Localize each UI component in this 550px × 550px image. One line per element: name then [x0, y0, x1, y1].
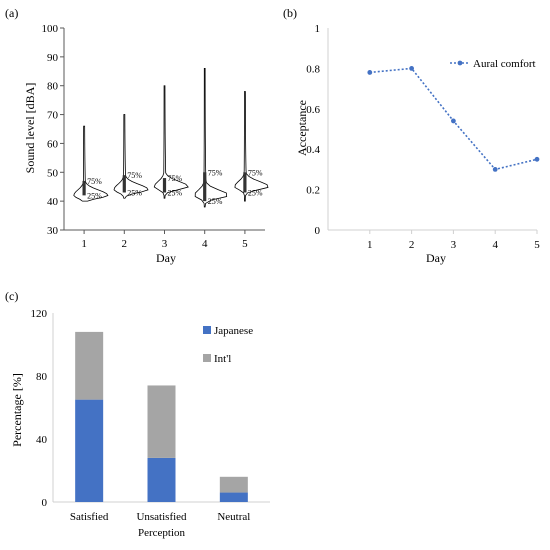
- panel-b-x-tick-label: 1: [367, 239, 373, 251]
- panel-c-x-tick-label: Perception: [138, 527, 186, 539]
- violin-q1-label: 25%: [87, 191, 102, 200]
- panel-b-label: (b): [283, 6, 297, 20]
- panel-b-x-tick-label: 5: [534, 239, 540, 251]
- panel-c-label: (c): [5, 289, 18, 303]
- bar-int-l-neutral: [219, 476, 248, 493]
- panel-b-y-tick-label: 0.4: [306, 144, 320, 156]
- bar-int-l-satisfied: [75, 331, 104, 400]
- bar-japanese-unsatisfied: [147, 457, 176, 502]
- panel-c-x-tick-label: Unsatisfied: [136, 511, 187, 523]
- violin-q3-label: 75%: [208, 168, 223, 177]
- panel-c-y-tick-label: 0: [42, 497, 48, 509]
- panel-b-y-tick-label: 0.6: [306, 104, 320, 116]
- violin-day-3: [153, 85, 189, 199]
- bar-japanese-neutral: [219, 492, 248, 502]
- data-point-aural-comfort: [534, 156, 540, 162]
- legend-label-japanese: Japanese: [214, 325, 253, 337]
- panel-b-xlabel: Day: [426, 251, 446, 265]
- panel-a-ylabel: Sound level [dBA]: [23, 83, 37, 174]
- violin-iqr-box: [122, 175, 126, 193]
- violin-q3-label: 75%: [87, 177, 102, 186]
- legend-swatch-japanese: [203, 326, 211, 334]
- panel-c-ylabel: Percentage [%]: [10, 373, 24, 447]
- panel-b-y-tick-label: 0.8: [306, 63, 320, 75]
- panel-c-x-tick-label: Neutral: [217, 511, 250, 523]
- panel-b-ylabel: Acceptance: [295, 100, 309, 156]
- panel-a-y-tick-label: 60: [47, 138, 59, 150]
- data-point-aural-comfort: [451, 118, 456, 124]
- bar-japanese-satisfied: [75, 399, 104, 502]
- violin-day-2: [113, 114, 149, 199]
- panel-a-y-tick-label: 80: [47, 81, 59, 93]
- violin-iqr-box: [162, 178, 167, 193]
- panel-a-axes: 30 40 50 60 70 80 90 100 1 2 3 4 5: [42, 23, 265, 250]
- panel-a-x-tick-label: 2: [122, 238, 128, 250]
- panel-a-x-tick-label: 5: [242, 238, 248, 250]
- violin-day-5: [234, 91, 269, 202]
- violin-iqr-box: [243, 172, 247, 193]
- panel-b-y-tick-label: 1: [315, 23, 321, 35]
- data-point-aural-comfort: [409, 66, 414, 71]
- panel-c: (c) 0 40 80 120 Satisfied Unsatisfied Percepti…: [5, 289, 270, 539]
- panel-a-x-tick-label: 1: [81, 238, 87, 250]
- panel-b-y-tick-label: 0.2: [306, 185, 320, 197]
- violin-q1-label: 25%: [127, 188, 142, 197]
- panel-a-y-tick-label: 30: [47, 225, 59, 237]
- violin-q3-label: 75%: [248, 168, 263, 177]
- panel-b: (b) 0 0.2 0.4 0.6 0.8 1 1 2 3 4 5 Day Acceptance A…: [283, 6, 540, 265]
- panel-a-label: (a): [5, 6, 18, 20]
- violin-q1-label: 25%: [168, 188, 183, 197]
- violin-q1-label: 25%: [208, 197, 223, 206]
- panel-c-legend: Japanese Int'l: [203, 325, 253, 365]
- panel-a-x-tick-label: 3: [162, 238, 168, 250]
- panel-a-y-tick-label: 40: [47, 196, 59, 208]
- panel-b-x-tick-label: 4: [492, 239, 498, 251]
- violin-iqr-box: [82, 180, 86, 196]
- data-point-aural-comfort: [367, 70, 373, 75]
- violin-q1-label: 25%: [248, 188, 263, 197]
- panel-b-legend: Aural comfort: [450, 58, 536, 70]
- violin-q3-label: 75%: [127, 171, 142, 180]
- panel-c-bars: [75, 331, 248, 502]
- panel-c-y-tick-label: 80: [36, 371, 48, 383]
- data-point-aural-comfort: [492, 167, 498, 172]
- legend-label-aural-comfort: Aural comfort: [473, 58, 536, 70]
- violin-iqr-box: [203, 172, 207, 202]
- legend-label-intl: Int'l: [214, 353, 231, 365]
- panel-b-x-tick-label: 3: [451, 239, 457, 251]
- panel-a-violins: 75% 25% 75% 25% 75% 25% 75% 25% 75% 25%: [73, 68, 269, 208]
- panel-a-x-tick-label: 4: [202, 238, 208, 250]
- panel-b-x-tick-label: 2: [409, 239, 415, 251]
- violin-day-1: [73, 125, 109, 202]
- panel-c-y-tick-label: 40: [36, 434, 48, 446]
- panel-b-y-tick-label: 0: [315, 225, 321, 237]
- panel-a-y-tick-label: 50: [47, 167, 59, 179]
- panel-a-y-tick-label: 100: [42, 23, 59, 35]
- panel-c-axes: 0 40 80 120 Satisfied Unsatisfied Perception Ne…: [31, 308, 270, 539]
- panel-a-xlabel: Day: [156, 251, 176, 265]
- violin-q3-label: 75%: [168, 174, 183, 183]
- panel-b-axes: 0 0.2 0.4 0.6 0.8 1 1 2 3 4 5: [306, 23, 540, 251]
- legend-marker-aural-comfort: [457, 60, 463, 66]
- bar-int-l-unsatisfied: [147, 385, 176, 458]
- legend-swatch-intl: [203, 354, 211, 362]
- panel-c-x-tick-label: Satisfied: [70, 511, 109, 523]
- panel-a-y-tick-label: 70: [47, 110, 59, 122]
- panel-c-y-tick-label: 120: [31, 308, 48, 320]
- violin-day-4: [194, 68, 228, 208]
- panel-b-line: [367, 66, 540, 172]
- panel-a-y-tick-label: 90: [47, 52, 59, 64]
